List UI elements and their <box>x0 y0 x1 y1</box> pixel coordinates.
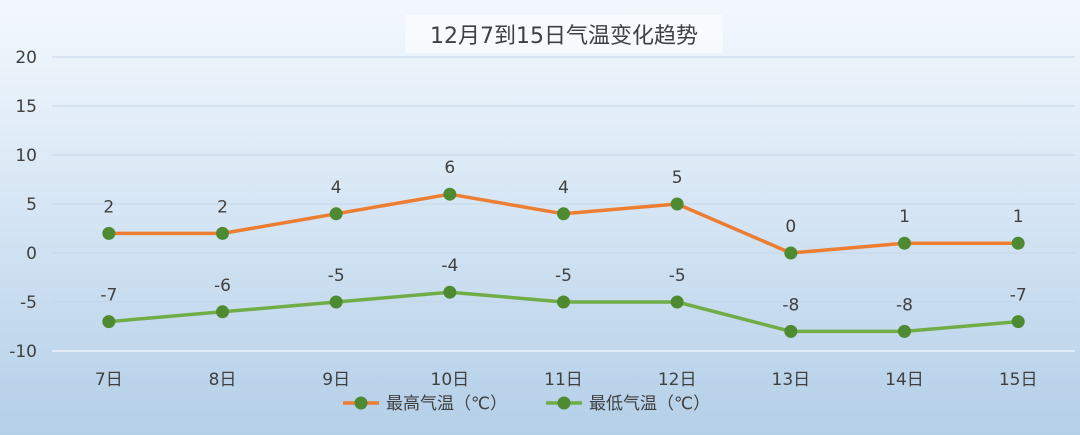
data-label: 2 <box>103 197 114 217</box>
data-point <box>216 305 229 319</box>
data-labels: 2 2 4 6 4 5 0 1 1 -7 -6 -5 -4 -5 -5 -8 -8 -7 <box>100 158 1026 315</box>
data-point <box>102 315 116 329</box>
series-group <box>102 187 1025 338</box>
series-line-0 <box>108 192 1019 255</box>
legend: 最高气温（℃） 最低气温（℃） <box>343 394 710 414</box>
data-label: -7 <box>1010 286 1027 306</box>
data-label: 4 <box>331 178 342 198</box>
data-point <box>670 197 684 211</box>
data-label: -8 <box>782 295 799 315</box>
x-tick-label: 13日 <box>772 370 811 390</box>
x-tick-label: 12日 <box>658 370 697 390</box>
x-tick-label: 15日 <box>999 370 1038 390</box>
data-label: -6 <box>214 276 231 296</box>
legend-label: 最低气温（℃） <box>589 394 710 414</box>
data-label: 6 <box>444 158 455 178</box>
x-tick-label: 7日 <box>95 370 123 390</box>
data-label: -5 <box>555 266 572 286</box>
y-tick-label: 10 <box>15 146 37 166</box>
y-tick-label: 5 <box>26 195 37 215</box>
x-tick-label: 11日 <box>544 370 583 390</box>
chart-title-background <box>405 15 723 53</box>
data-point <box>557 295 570 309</box>
data-point <box>784 246 798 260</box>
legend-item-0: 最高气温（℃） <box>343 394 507 414</box>
data-label: 4 <box>558 178 569 198</box>
y-tick-label: 15 <box>15 97 37 117</box>
chart-title: 12月7到15日气温变化趋势 <box>430 24 698 49</box>
data-label: -7 <box>100 286 117 306</box>
data-point <box>329 295 343 309</box>
x-tick-label: 10日 <box>431 370 470 390</box>
data-label: -8 <box>896 295 913 315</box>
y-tick-label: 20 <box>15 48 37 68</box>
legend-label: 最高气温（℃） <box>386 394 507 414</box>
data-point <box>670 295 684 309</box>
legend-item-1: 最低气温（℃） <box>546 394 710 414</box>
data-label: 1 <box>899 207 910 227</box>
data-label: 0 <box>785 217 796 237</box>
y-tick-label: -10 <box>9 342 37 362</box>
data-point <box>329 207 343 221</box>
data-label: 2 <box>217 197 228 217</box>
data-point <box>443 187 457 201</box>
data-label: 5 <box>672 168 683 188</box>
y-tick-label: -5 <box>20 293 37 313</box>
data-point <box>1011 236 1025 250</box>
x-tick-label: 14日 <box>885 370 924 390</box>
data-label: -5 <box>328 266 345 286</box>
x-axis: 7日 8日 9日 10日 11日 12日 13日 14日 15日 <box>95 370 1038 390</box>
data-point <box>216 226 229 240</box>
data-point <box>898 324 911 338</box>
data-point <box>1011 315 1025 329</box>
data-point <box>784 324 798 338</box>
data-label: 1 <box>1013 207 1024 227</box>
data-point <box>443 285 457 299</box>
data-point <box>898 236 911 250</box>
data-label: -4 <box>441 256 458 276</box>
y-tick-label: 0 <box>26 244 37 264</box>
data-point <box>557 207 570 221</box>
data-point <box>102 226 116 240</box>
legend-marker-swatch <box>354 396 368 410</box>
y-axis: 20 15 10 5 0 -5 -10 <box>9 48 37 362</box>
data-label: -5 <box>669 266 686 286</box>
x-tick-label: 9日 <box>322 370 350 390</box>
x-tick-label: 8日 <box>209 370 237 390</box>
legend-marker-swatch <box>557 396 571 410</box>
